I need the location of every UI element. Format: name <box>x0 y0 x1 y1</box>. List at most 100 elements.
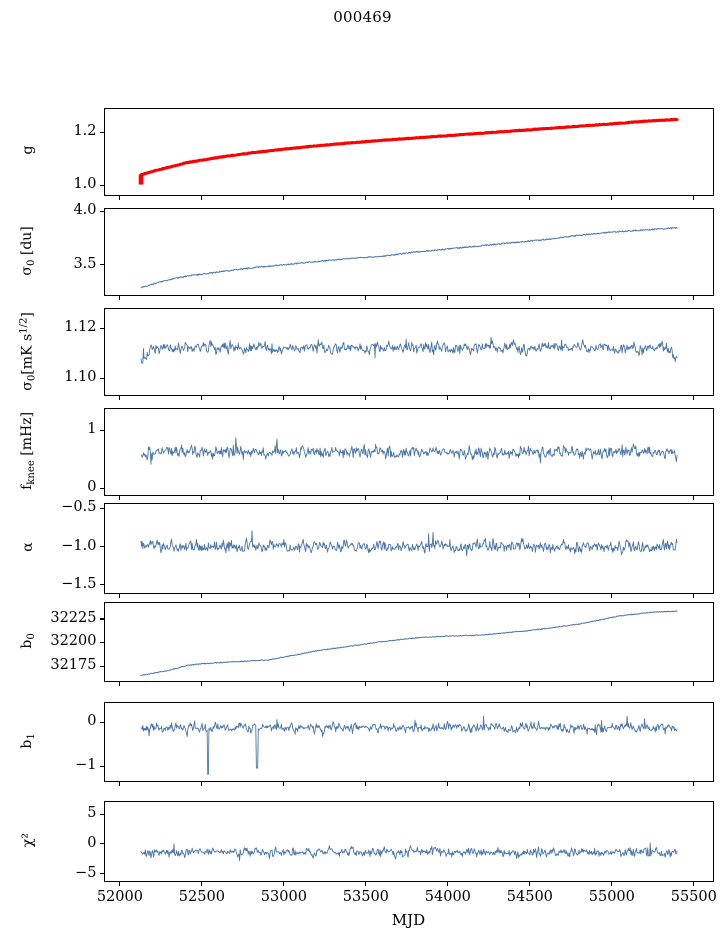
xtick-mark-b0-7 <box>693 682 695 686</box>
ytick-label-alpha-1: −1.0 <box>61 537 97 554</box>
ytick-mark-sigma0-mKs-0 <box>100 377 104 379</box>
xtick-mark-sigma0-du-7 <box>693 296 695 300</box>
series-alpha <box>140 530 677 557</box>
ytick-mark-fknee-0 <box>100 487 104 490</box>
ytick-label-chi2-1: 0 <box>87 834 97 851</box>
xtick-mark-alpha-7 <box>693 594 695 598</box>
xtick-mark-alpha-0 <box>119 594 121 598</box>
xtick-mark-alpha-3 <box>365 594 367 598</box>
xtick-mark-fknee-3 <box>365 496 367 500</box>
xtick-label-6: 55000 <box>588 889 635 905</box>
xtick-mark-alpha-4 <box>447 594 449 598</box>
panel-sigma0-mKs <box>103 308 714 396</box>
xtick-mark-sigma0-mKs-2 <box>283 396 285 400</box>
xtick-mark-fknee-0 <box>119 496 121 500</box>
series-chi2 <box>140 842 677 862</box>
xtick-mark-sigma0-mKs-1 <box>201 396 203 400</box>
xtick-mark-gain-3 <box>365 196 367 200</box>
series-b1 <box>140 715 677 775</box>
ytick-label-alpha-2: −1.5 <box>61 575 97 592</box>
xtick-label-0: 52000 <box>96 889 143 905</box>
xtick-mark-b0-2 <box>283 682 285 686</box>
plot-area-sigma0-mKs <box>140 336 677 364</box>
ytick-label-chi2-2: −5 <box>75 864 97 881</box>
ytick-mark-b0-0 <box>100 665 104 667</box>
ytick-label-sigma0-mKs-0: 1.10 <box>64 369 97 386</box>
xtick-mark-gain-1 <box>201 196 203 200</box>
xtick-mark-b1-0 <box>119 782 121 786</box>
ytick-label-b1-0: 0 <box>87 713 97 729</box>
xtick-mark-b1-1 <box>201 782 203 786</box>
xtick-mark-sigma0-du-2 <box>283 296 285 300</box>
xtick-mark-b1-6 <box>611 782 613 786</box>
ytick-label-fknee-0: 0 <box>87 479 97 496</box>
xtick-mark-sigma0-du-3 <box>365 296 367 300</box>
xtick-mark-fknee-5 <box>529 496 531 500</box>
plot-area-chi2 <box>140 842 677 862</box>
ytick-label-b0-1: 32200 <box>50 633 97 650</box>
xtick-mark-b1-7 <box>693 782 695 786</box>
ytick-label-gain-1: 1.2 <box>73 123 97 139</box>
panel-chi2 <box>103 801 714 882</box>
xtick-label-1: 52500 <box>178 889 225 905</box>
xtick-mark-chi2-7 <box>693 882 695 886</box>
series-fknee <box>140 437 677 465</box>
xtick-mark-chi2-3 <box>365 882 367 886</box>
xtick-mark-sigma0-du-4 <box>447 296 449 300</box>
xtick-mark-gain-5 <box>529 196 531 200</box>
panel-b0 <box>103 602 714 682</box>
xtick-mark-gain-7 <box>693 196 695 200</box>
xtick-mark-sigma0-du-0 <box>119 296 121 300</box>
xtick-mark-sigma0-mKs-7 <box>693 396 695 400</box>
ytick-mark-gain-0 <box>100 184 104 186</box>
figure-title: 000469 <box>333 8 392 26</box>
xtick-mark-chi2-1 <box>201 882 203 886</box>
plot-area-sigma0-du <box>139 226 678 289</box>
xtick-mark-chi2-0 <box>119 882 121 886</box>
xtick-label-5: 54500 <box>506 889 553 905</box>
ytick-mark-fknee-1 <box>100 429 104 431</box>
xtick-mark-fknee-1 <box>201 496 203 500</box>
xtick-mark-alpha-2 <box>283 594 285 598</box>
ytick-label-b1-1: −1 <box>75 757 97 774</box>
panel-sigma0-du <box>103 208 714 296</box>
xtick-mark-sigma0-mKs-0 <box>119 396 121 400</box>
xtick-mark-gain-4 <box>447 196 449 200</box>
xtick-mark-fknee-2 <box>283 496 285 500</box>
xtick-mark-gain-2 <box>283 196 285 200</box>
ytick-label-alpha-0: −0.5 <box>61 499 97 516</box>
xtick-mark-sigma0-du-1 <box>201 296 203 300</box>
xtick-label-4: 54000 <box>424 889 471 905</box>
panel-alpha <box>103 503 714 594</box>
plot-area-b0 <box>139 610 678 676</box>
xtick-mark-sigma0-mKs-5 <box>529 396 531 400</box>
xtick-mark-alpha-6 <box>611 594 613 598</box>
ytick-mark-gain-1 <box>100 131 104 133</box>
plot-area-alpha <box>140 530 677 557</box>
ytick-mark-b0-2 <box>100 618 104 620</box>
xtick-label-2: 53000 <box>260 889 307 905</box>
xtick-mark-chi2-4 <box>447 882 449 886</box>
ytick-mark-b1-0 <box>100 721 104 723</box>
ytick-mark-sigma0-du-0 <box>100 264 104 266</box>
xtick-mark-fknee-6 <box>611 496 613 500</box>
xlabel: MJD <box>391 911 426 929</box>
xtick-mark-b1-3 <box>365 782 367 786</box>
ytick-mark-alpha-2 <box>100 584 104 586</box>
ytick-mark-alpha-1 <box>100 546 104 548</box>
ytick-label-chi2-0: 5 <box>87 805 97 822</box>
xtick-mark-chi2-5 <box>529 882 531 886</box>
series-b0 <box>139 610 678 676</box>
xtick-mark-b0-6 <box>611 682 613 686</box>
xtick-mark-b0-3 <box>365 682 367 686</box>
xtick-mark-gain-0 <box>119 196 121 200</box>
panel-gain <box>103 108 714 196</box>
xtick-mark-sigma0-du-5 <box>529 296 531 300</box>
ytick-label-fknee-1: 1 <box>87 421 97 438</box>
series-g-model <box>138 117 679 177</box>
plot-area-gain <box>138 117 679 185</box>
xtick-mark-sigma0-mKs-4 <box>447 396 449 400</box>
ytick-label-b0-0: 32175 <box>50 657 97 673</box>
plot-area-b1 <box>140 715 677 775</box>
